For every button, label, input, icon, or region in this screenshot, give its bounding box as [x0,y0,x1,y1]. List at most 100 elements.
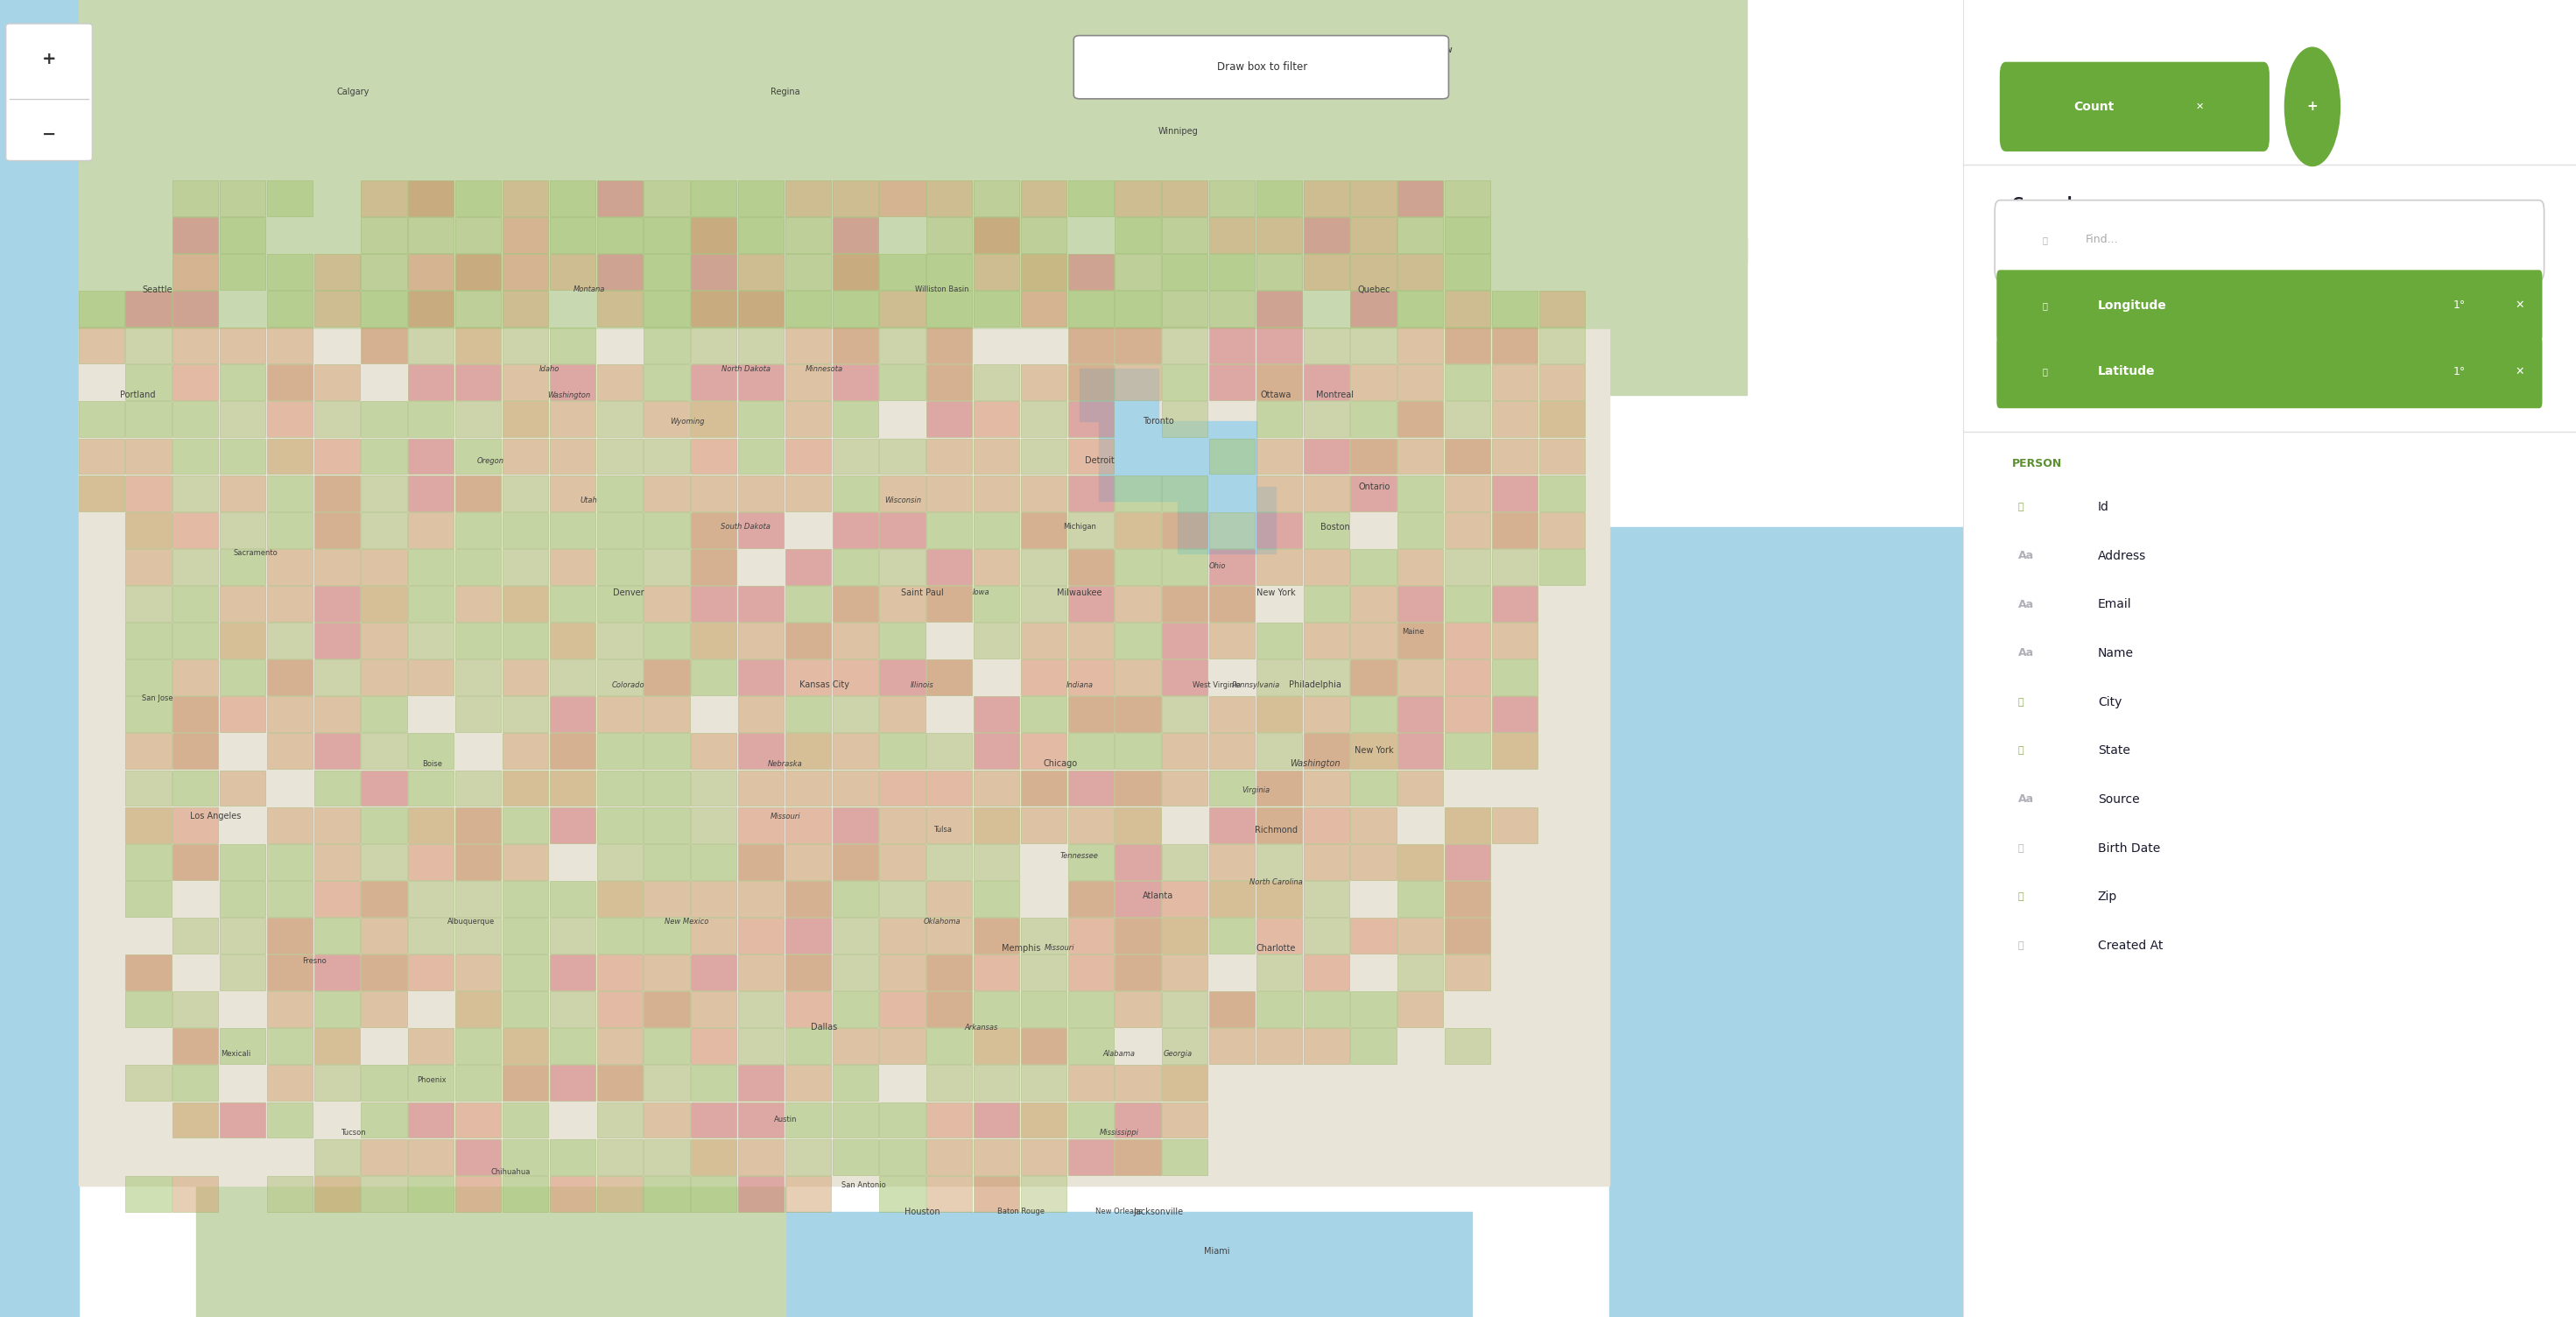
Text: Maine: Maine [1401,628,1425,636]
Bar [832,439,878,474]
Text: Wyoming: Wyoming [670,417,703,425]
Text: Detroit: Detroit [1084,457,1113,465]
Bar [1399,328,1443,363]
Bar [1115,365,1162,400]
Bar [786,475,832,511]
Bar [407,1029,453,1064]
Bar [832,807,878,843]
Bar [1445,734,1492,769]
Bar [1115,254,1162,290]
Bar [1162,918,1208,954]
Text: Wisconsin: Wisconsin [884,497,922,504]
Bar [1257,992,1301,1027]
Bar [598,254,641,290]
Bar [1492,549,1538,585]
Bar [927,402,971,437]
Bar [1020,254,1066,290]
Bar [1020,770,1066,806]
Bar [407,217,453,253]
Bar [126,770,173,806]
Bar [126,881,173,917]
Bar [502,586,549,622]
Bar [927,475,971,511]
Text: Illinois: Illinois [912,681,935,689]
Bar [974,1065,1020,1101]
Bar [1100,421,1257,500]
Bar [1445,402,1492,437]
Bar [549,1065,595,1101]
Bar [644,180,690,216]
Bar [974,623,1020,658]
Bar [1115,844,1162,880]
Bar [126,992,173,1027]
Bar [690,807,737,843]
Bar [927,328,971,363]
Bar [598,549,641,585]
Bar [1020,549,1066,585]
Text: Tennessee: Tennessee [1061,852,1100,860]
Bar [1208,623,1255,658]
Bar [456,254,502,290]
Text: San Antonio: San Antonio [842,1181,886,1189]
Bar [1445,1029,1492,1064]
Bar [598,1065,641,1101]
Bar [974,439,1020,474]
Bar [549,217,595,253]
Bar [598,697,641,732]
Bar [1492,512,1538,548]
Bar [173,1029,219,1064]
Bar [268,365,312,400]
Text: Minnesota: Minnesota [806,365,842,373]
Bar [1303,881,1350,917]
Bar [878,918,925,954]
Bar [407,365,453,400]
Bar [1115,697,1162,732]
Bar [173,402,219,437]
Bar [739,291,783,327]
Bar [1445,660,1492,695]
Bar [1162,881,1208,917]
Bar [598,844,641,880]
Bar [314,439,361,474]
Bar [361,254,407,290]
Bar [126,1176,173,1212]
Bar [739,217,783,253]
Text: Virginia: Virginia [1242,786,1270,794]
Bar [739,1065,783,1101]
Bar [1069,918,1113,954]
Bar [690,402,737,437]
Bar [1445,955,1492,990]
Bar [1115,770,1162,806]
Bar [1115,660,1162,695]
Bar [1492,697,1538,732]
Bar [173,475,219,511]
Bar [1399,660,1443,695]
Bar [361,918,407,954]
Text: Miami: Miami [1203,1247,1229,1255]
Bar [361,770,407,806]
Bar [1162,734,1208,769]
Bar [927,1139,971,1175]
Bar [1162,549,1208,585]
Bar [1257,549,1301,585]
Bar [1538,365,1584,400]
Bar [1303,475,1350,511]
Bar [644,586,690,622]
Bar [1399,881,1443,917]
Text: South Dakota: South Dakota [721,523,770,531]
Bar [549,734,595,769]
Bar [644,1176,690,1212]
Bar [268,992,312,1027]
Bar [1492,365,1538,400]
Bar [598,512,641,548]
Bar [1069,807,1113,843]
Bar [549,586,595,622]
Bar [739,660,783,695]
Bar [878,586,925,622]
Bar [598,660,641,695]
Bar [690,439,737,474]
Bar [1069,1102,1113,1138]
Bar [314,402,361,437]
Bar [1069,475,1113,511]
Bar [0,0,77,1317]
